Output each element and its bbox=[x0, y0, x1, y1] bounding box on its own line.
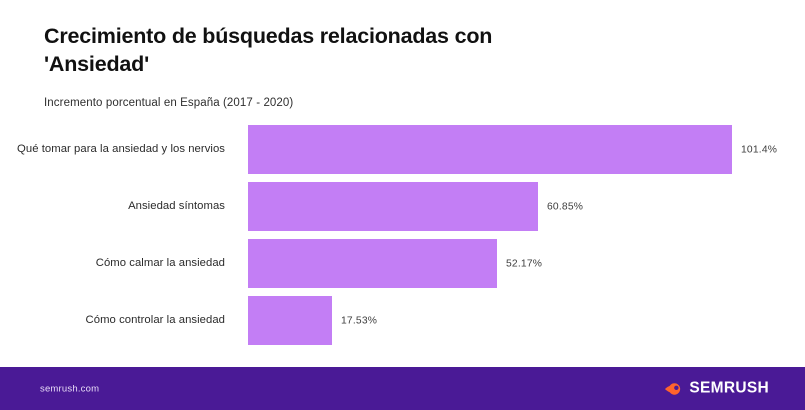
bar-track: 60.85% bbox=[248, 182, 805, 231]
chart-header: Crecimiento de búsquedas relacionadas co… bbox=[44, 22, 744, 109]
footer-url: semrush.com bbox=[40, 383, 100, 394]
bar-chart-plot: Qué tomar para la ansiedad y los nervios… bbox=[0, 125, 805, 353]
bar-value-label: 60.85% bbox=[547, 201, 584, 212]
semrush-logo: SEMRUSH bbox=[664, 379, 769, 398]
bar-track: 17.53% bbox=[248, 296, 805, 345]
footer-bar: semrush.com SEMRUSH bbox=[0, 367, 805, 410]
brand-name: SEMRUSH bbox=[689, 379, 769, 397]
bar-category-label: Cómo controlar la ansiedad bbox=[85, 313, 225, 326]
bar bbox=[248, 296, 332, 345]
semrush-comet-icon bbox=[664, 379, 683, 398]
chart-subtitle: Incremento porcentual en España (2017 - … bbox=[44, 96, 294, 109]
bar-value-label: 52.17% bbox=[506, 258, 543, 269]
bar bbox=[248, 182, 538, 231]
page-title: Crecimiento de búsquedas relacionadas co… bbox=[44, 24, 493, 77]
bar-category-label: Ansiedad síntomas bbox=[128, 199, 225, 212]
bar-row: Cómo calmar la ansiedad 52.17% bbox=[0, 239, 805, 288]
bar-value-label: 101.4% bbox=[741, 144, 778, 155]
bar-row: Cómo controlar la ansiedad 17.53% bbox=[0, 296, 805, 345]
bar-track: 52.17% bbox=[248, 239, 805, 288]
bar-category-label: Cómo calmar la ansiedad bbox=[95, 256, 225, 269]
bar-row: Ansiedad síntomas 60.85% bbox=[0, 182, 805, 231]
bar-row: Qué tomar para la ansiedad y los nervios… bbox=[0, 125, 805, 174]
bar-category-label: Qué tomar para la ansiedad y los nervios bbox=[17, 142, 225, 155]
bar-track: 101.4% bbox=[248, 125, 805, 174]
bar bbox=[248, 239, 497, 288]
bar bbox=[248, 125, 732, 174]
bar-value-label: 17.53% bbox=[341, 315, 378, 326]
